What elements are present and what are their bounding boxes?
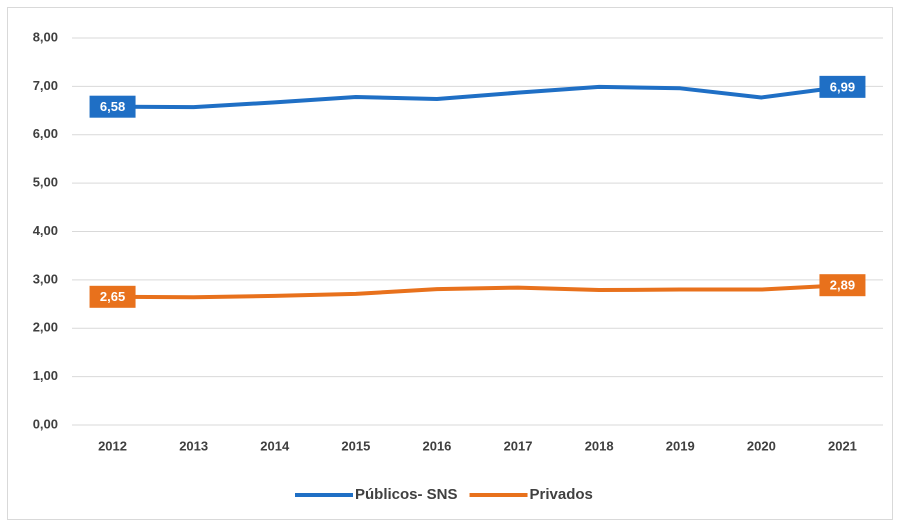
data-label-box [89,285,136,308]
y-tick-label: 0,00 [33,416,58,431]
x-tick-label: 2021 [828,438,857,453]
series-line [112,283,843,300]
x-tick-label: 2014 [260,438,290,453]
data-label: 6,99 [819,75,866,98]
data-label-box [819,75,866,98]
series-line [112,84,843,110]
y-tick-label: 8,00 [33,29,58,44]
data-label-text: 6,99 [830,79,855,94]
x-tick-label: 2013 [179,438,208,453]
y-tick-label: 5,00 [33,175,58,190]
data-label-text: 6,58 [100,99,125,114]
x-tick-label: 2020 [747,438,776,453]
data-label: 2,65 [89,285,136,308]
y-tick-label: 4,00 [33,223,58,238]
data-label: 6,58 [89,95,136,118]
legend-label: Públicos- SNS [355,486,458,503]
x-tick-label: 2019 [666,438,695,453]
chart-border [7,7,893,520]
data-label-box [89,95,136,118]
x-tick-label: 2018 [585,438,614,453]
x-tick-label: 2015 [341,438,370,453]
data-label-text: 2,65 [100,289,125,304]
data-label-box [819,274,866,297]
y-tick-label: 7,00 [33,78,58,93]
x-tick-label: 2016 [422,438,451,453]
x-tick-label: 2012 [98,438,127,453]
x-tick-label: 2017 [504,438,533,453]
data-label: 2,89 [819,274,866,297]
data-label-text: 2,89 [830,278,855,293]
y-tick-label: 6,00 [33,126,58,141]
y-tick-label: 2,00 [33,320,58,335]
y-tick-label: 3,00 [33,271,58,286]
y-tick-label: 1,00 [33,368,58,383]
legend-label: Privados [530,486,593,503]
